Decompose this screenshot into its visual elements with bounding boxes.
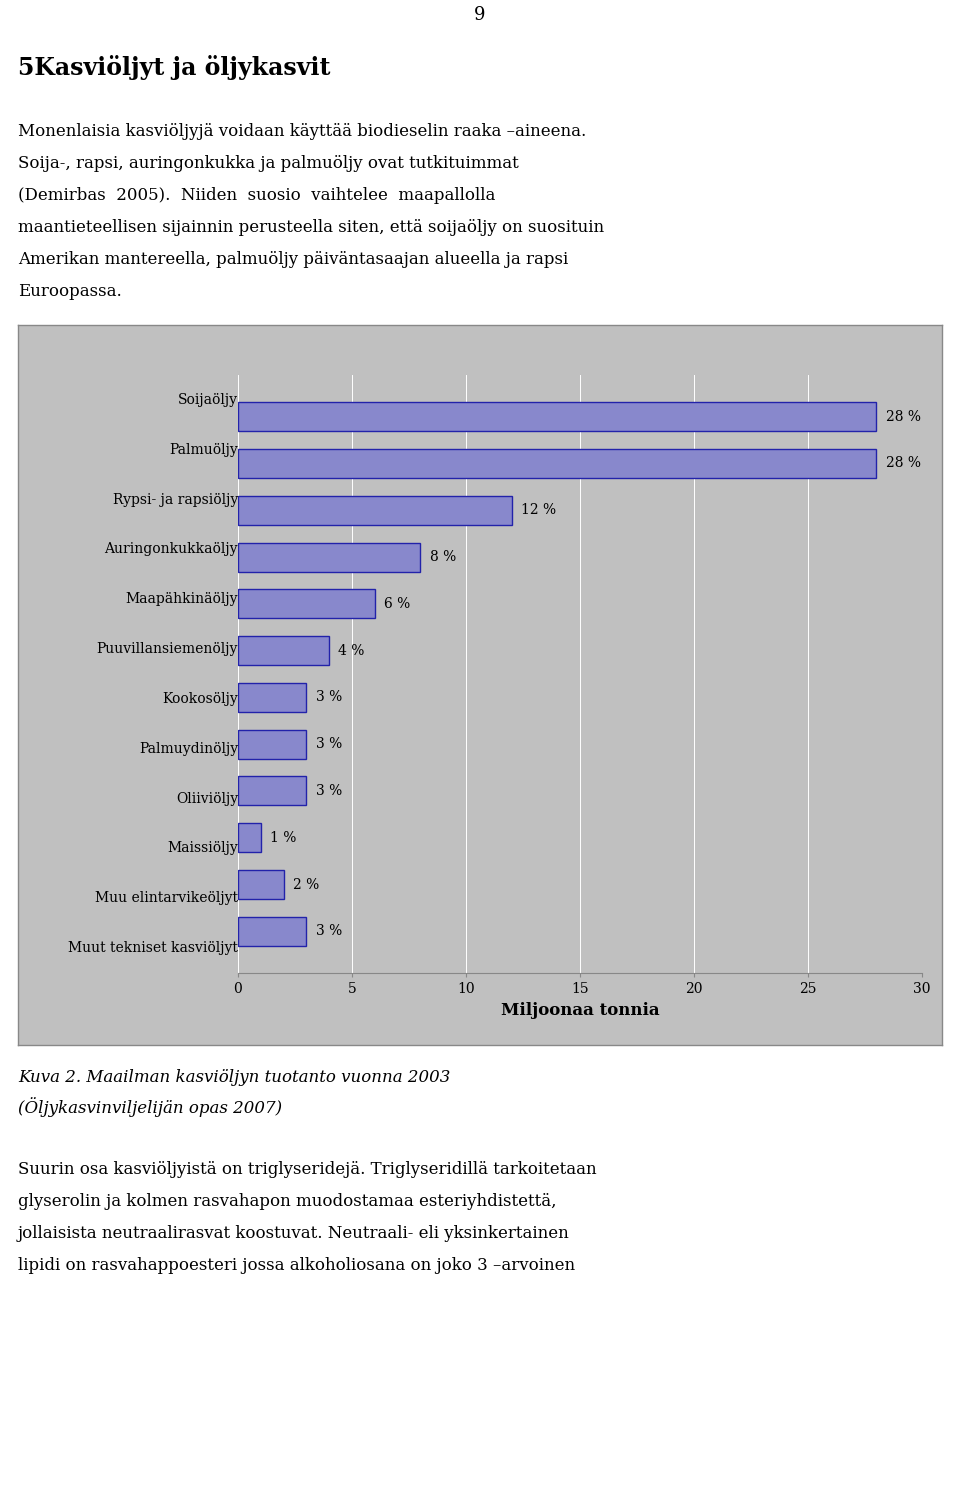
Bar <box>238 542 420 572</box>
Text: Palmuydinöljy: Palmuydinöljy <box>139 741 238 756</box>
Text: glyserolin ja kolmen rasvahapon muodostamaa esteriyhdistettä,: glyserolin ja kolmen rasvahapon muodosta… <box>18 1192 557 1210</box>
Bar <box>238 496 512 524</box>
Text: Suurin osa kasviöljyistä on triglyseridejä. Triglyseridillä tarkoitetaan: Suurin osa kasviöljyistä on triglyseride… <box>18 1161 596 1177</box>
Bar <box>238 450 876 478</box>
Text: 28 %: 28 % <box>885 457 921 471</box>
Text: Rypsi- ja rapsiöljy: Rypsi- ja rapsiöljy <box>112 493 238 506</box>
Bar <box>238 683 306 713</box>
Text: Maissiöljy: Maissiöljy <box>167 841 238 856</box>
Text: (Demirbas  2005).  Niiden  suosio  vaihtelee  maapallolla: (Demirbas 2005). Niiden suosio vaihtelee… <box>18 187 495 203</box>
Text: (Öljykasvinviljelijän opas 2007): (Öljykasvinviljelijän opas 2007) <box>18 1097 282 1118</box>
Text: 3 %: 3 % <box>316 737 342 751</box>
Text: Kookosöljy: Kookosöljy <box>162 692 238 707</box>
X-axis label: Miljoonaa tonnia: Miljoonaa tonnia <box>501 1001 660 1019</box>
Text: Soijaöljy: Soijaöljy <box>178 393 238 406</box>
Bar <box>238 917 306 946</box>
Text: maantieteellisen sijainnin perusteella siten, että soijaöljy on suosituin: maantieteellisen sijainnin perusteella s… <box>18 218 604 236</box>
Text: Monenlaisia kasviöljyjä voidaan käyttää biodieselin raaka –aineena.: Monenlaisia kasviöljyjä voidaan käyttää … <box>18 123 587 139</box>
Text: Euroopassa.: Euroopassa. <box>18 282 122 299</box>
Bar <box>238 870 283 899</box>
Text: jollaisista neutraalirasvat koostuvat. Neutraali- eli yksinkertainen: jollaisista neutraalirasvat koostuvat. N… <box>18 1225 569 1242</box>
Bar <box>238 777 306 805</box>
Text: 12 %: 12 % <box>520 503 556 517</box>
Text: 3 %: 3 % <box>316 784 342 798</box>
Text: Maapähkinäöljy: Maapähkinäöljy <box>126 592 238 607</box>
Text: Amerikan mantereella, palmuöljy päiväntasaajan alueella ja rapsi: Amerikan mantereella, palmuöljy päivänta… <box>18 251 568 267</box>
Text: Soija-, rapsi, auringonkukka ja palmuöljy ovat tutkituimmat: Soija-, rapsi, auringonkukka ja palmuölj… <box>18 154 518 172</box>
Bar <box>238 823 261 852</box>
Bar <box>238 636 329 665</box>
Text: 3 %: 3 % <box>316 925 342 938</box>
Text: Auringonkukkaöljy: Auringonkukkaöljy <box>105 542 238 556</box>
Text: 28 %: 28 % <box>885 409 921 424</box>
Text: 4 %: 4 % <box>338 644 365 657</box>
Text: Palmuöljy: Palmuöljy <box>169 442 238 457</box>
Bar <box>238 402 876 432</box>
Text: Puuvillansiemenöljy: Puuvillansiemenöljy <box>97 642 238 656</box>
Text: 6 %: 6 % <box>384 596 410 611</box>
Text: lipidi on rasvahappoesteri jossa alkoholiosana on joko 3 –arvoinen: lipidi on rasvahappoesteri jossa alkohol… <box>18 1256 575 1273</box>
Text: 1 %: 1 % <box>270 831 297 844</box>
Bar <box>238 589 374 619</box>
Bar <box>238 729 306 759</box>
Text: 5Kasviöljyt ja öljykasvit: 5Kasviöljyt ja öljykasvit <box>18 55 330 81</box>
Text: 3 %: 3 % <box>316 690 342 704</box>
Text: Kuva 2. Maailman kasviöljyn tuotanto vuonna 2003: Kuva 2. Maailman kasviöljyn tuotanto vuo… <box>18 1068 450 1086</box>
Text: 9: 9 <box>474 6 486 24</box>
Text: Muut tekniset kasviöljyt: Muut tekniset kasviöljyt <box>68 941 238 955</box>
Text: Oliiviöljy: Oliiviöljy <box>176 792 238 805</box>
Text: 2 %: 2 % <box>293 877 319 892</box>
Text: 8 %: 8 % <box>429 550 456 565</box>
Text: Muu elintarvikeöljyt: Muu elintarvikeöljyt <box>95 892 238 905</box>
